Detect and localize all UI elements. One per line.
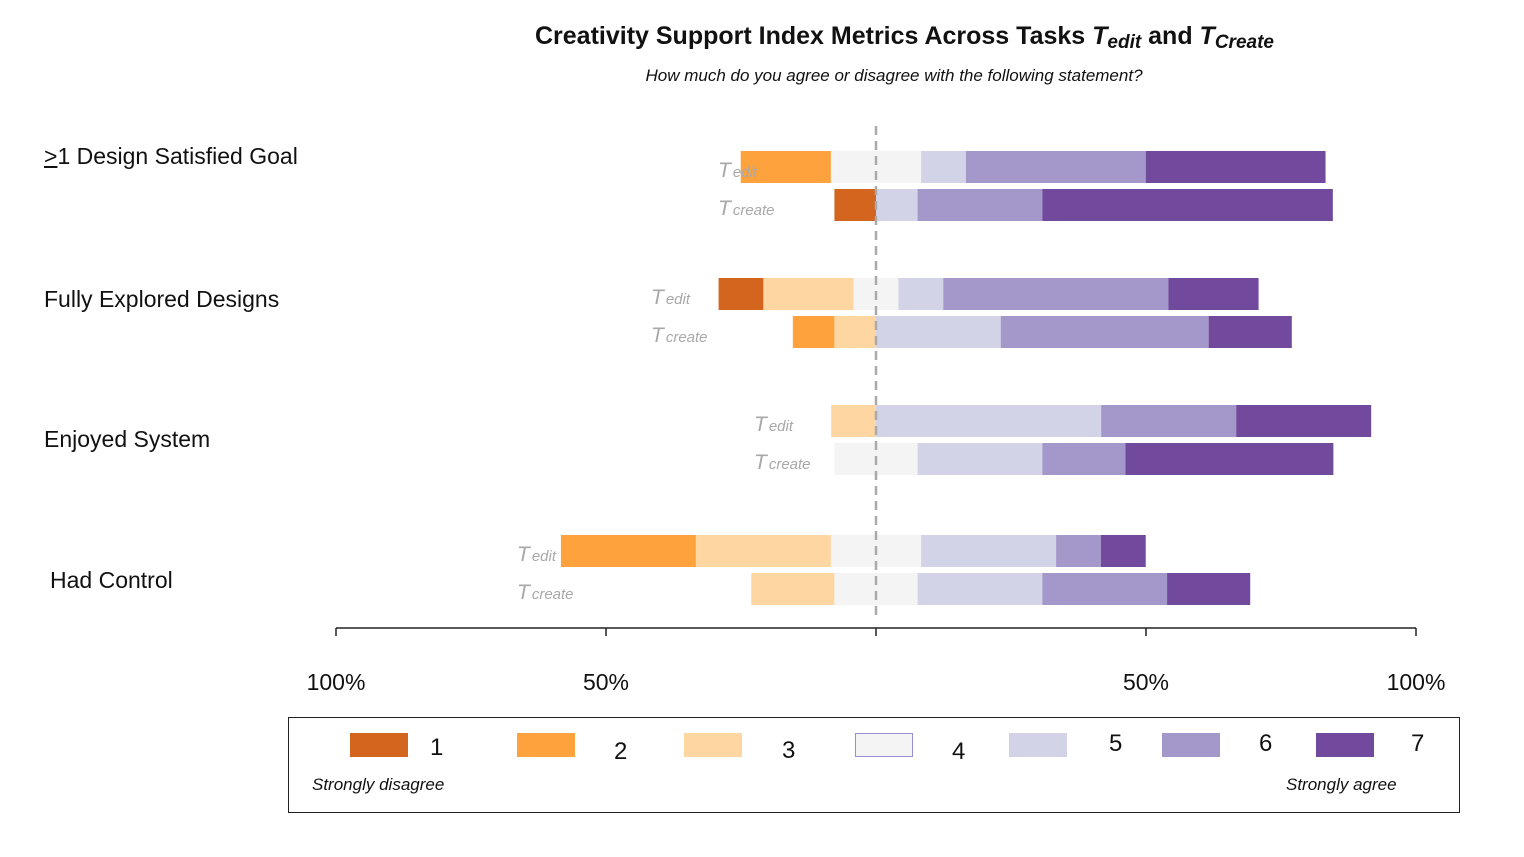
bar-segment-5 (876, 189, 918, 221)
x-tick-label: 50% (583, 669, 629, 695)
category-label-enjoyed-system: Enjoyed System (44, 426, 211, 452)
legend-label-7: 7 (1411, 730, 1425, 757)
bar-segment-6 (943, 278, 1169, 310)
bar-segment-5 (917, 443, 1043, 475)
bar-segment-5 (917, 573, 1043, 605)
bar-segment-5 (921, 151, 966, 183)
legend-swatch-3 (684, 733, 742, 757)
legend-swatch-4 (855, 733, 913, 757)
bar-segment-6 (917, 189, 1043, 221)
bar-segment-2 (740, 151, 831, 183)
legend-swatch-2 (517, 733, 575, 757)
bar-segment-6 (1056, 535, 1101, 567)
bar-segment-3 (834, 316, 876, 348)
bar-segment-7 (1125, 443, 1334, 475)
legend-swatch-1 (350, 733, 408, 757)
legend-label-5: 5 (1109, 730, 1123, 757)
category-label-satisfied-goal: >1 Design Satisfied Goal (44, 143, 298, 169)
legend-label-1: 1 (430, 734, 444, 761)
x-tick-label: 50% (1123, 669, 1169, 695)
legend-label-6: 6 (1259, 730, 1273, 757)
bar-segment-1 (718, 278, 764, 310)
bar-segment-3 (751, 573, 835, 605)
category-label-explored-designs: Fully Explored Designs (44, 286, 280, 312)
bar-segment-5 (876, 316, 1001, 348)
bar-segment-7 (1042, 189, 1333, 221)
legend-note-strongly-disagree: Strongly disagree (312, 775, 445, 794)
legend: 1 2 3 4 5 6 7 Strongly disagree Strongly… (288, 717, 1460, 813)
bar-segment-5 (898, 278, 944, 310)
legend-swatch-7 (1316, 733, 1374, 757)
legend-swatch-5 (1009, 733, 1067, 757)
bar-segment-7 (1167, 573, 1251, 605)
bar-segment-1 (834, 189, 876, 221)
bar-segment-7 (1145, 151, 1326, 183)
bar-segment-6 (1000, 316, 1209, 348)
legend-label-2: 2 (614, 738, 628, 765)
bar-segment-3 (695, 535, 831, 567)
bar-segment-5 (921, 535, 1057, 567)
bar-segment-6 (1042, 573, 1168, 605)
bar-segment-6 (1042, 443, 1126, 475)
bar-segment-7 (1100, 535, 1146, 567)
chart-subtitle: How much do you agree or disagree with t… (645, 66, 1143, 85)
x-tick-label: 100% (1387, 669, 1446, 695)
bar-segment-6 (1101, 405, 1237, 437)
legend-note-strongly-agree: Strongly agree (1286, 775, 1397, 794)
bar-segment-6 (965, 151, 1146, 183)
bar-segment-7 (1168, 278, 1259, 310)
bar-segment-3 (763, 278, 854, 310)
x-tick-label: 100% (307, 669, 366, 695)
bar-segment-7 (1208, 316, 1292, 348)
bar-segment-2 (792, 316, 835, 348)
bar-segment-2 (560, 535, 696, 567)
legend-swatch-6 (1162, 733, 1220, 757)
chart-title: Creativity Support Index Metrics Across … (535, 22, 1274, 53)
bar-segment-5 (876, 405, 1102, 437)
category-label-had-control: Had Control (50, 567, 173, 593)
bar-segment-3 (831, 405, 876, 437)
legend-label-4: 4 (952, 738, 966, 765)
legend-label-3: 3 (782, 737, 796, 764)
bar-segment-7 (1236, 405, 1372, 437)
